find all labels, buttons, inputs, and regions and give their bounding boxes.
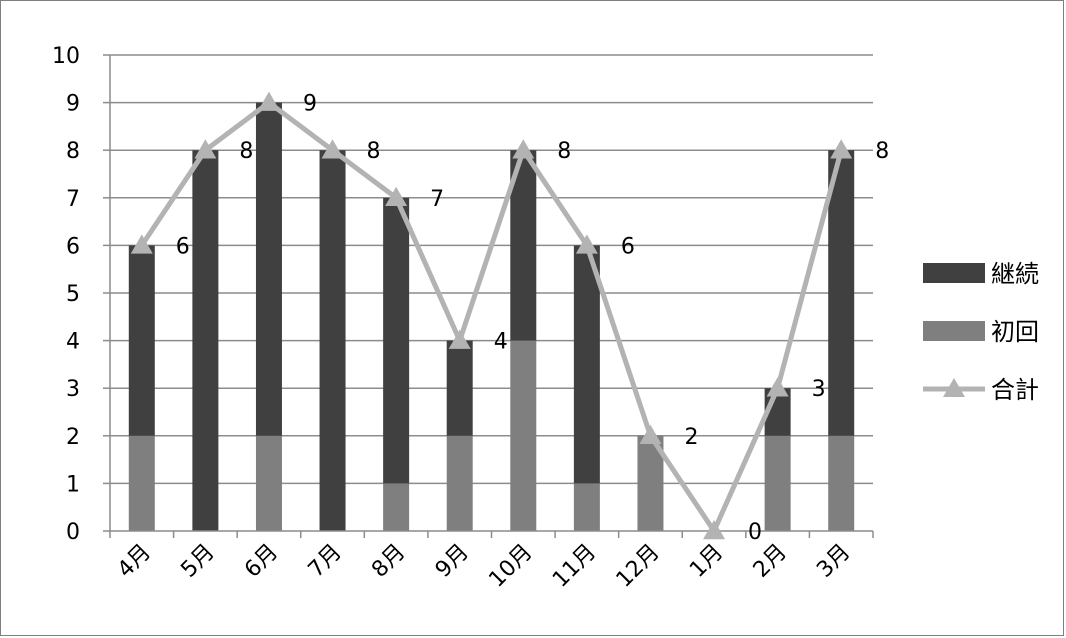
total-marker-11月 bbox=[575, 234, 598, 254]
total-marker-4月 bbox=[130, 234, 153, 254]
x-tick-label: 6月 bbox=[240, 540, 283, 583]
x-tick-label: 10月 bbox=[485, 540, 538, 593]
total-marker-10月 bbox=[512, 139, 535, 159]
y-tick-label: 7 bbox=[66, 187, 80, 212]
x-tick-label: 3月 bbox=[812, 540, 855, 583]
y-tick-label: 1 bbox=[66, 472, 80, 497]
bar-継続-9月 bbox=[446, 340, 473, 436]
data-label: 0 bbox=[748, 520, 762, 545]
bar-初回-4月 bbox=[128, 435, 155, 531]
data-label: 8 bbox=[875, 139, 889, 164]
bar-継続-8月 bbox=[383, 197, 410, 484]
y-tick-label: 9 bbox=[66, 92, 80, 117]
y-tick-label: 2 bbox=[66, 425, 80, 450]
x-tick-label: 4月 bbox=[113, 540, 156, 583]
y-tick-label: 0 bbox=[66, 520, 80, 545]
data-label: 8 bbox=[367, 139, 381, 164]
total-marker-1月 bbox=[703, 520, 726, 540]
bars bbox=[128, 102, 855, 531]
data-label: 3 bbox=[812, 377, 826, 402]
data-label: 8 bbox=[557, 139, 571, 164]
data-labels: 6 8 9 8 7 4 8 6 2 0 3 8 bbox=[176, 92, 889, 545]
bar-継続-4月 bbox=[128, 245, 155, 436]
total-line bbox=[130, 91, 853, 540]
legend-marker-合計 bbox=[943, 378, 965, 397]
legend-label: 初回 bbox=[991, 318, 1039, 346]
bar-継続-5月 bbox=[192, 150, 219, 531]
bar-初回-8月 bbox=[383, 483, 410, 531]
total-marker-9月 bbox=[448, 329, 471, 349]
x-tick-labels: 4月 5月 6月 7月 8月 9月 10月 11月 12月 1月 2月 3月 bbox=[113, 540, 856, 593]
total-marker-3月 bbox=[830, 139, 853, 159]
bar-継続-11月 bbox=[573, 245, 600, 484]
x-tick-label: 5月 bbox=[176, 540, 219, 583]
total-marker-8月 bbox=[385, 186, 408, 207]
bar-初回-3月 bbox=[828, 435, 855, 531]
bar-継続-7月 bbox=[319, 150, 346, 531]
y-tick-label: 5 bbox=[66, 282, 80, 307]
y-tick-label: 4 bbox=[66, 330, 80, 355]
data-label: 9 bbox=[303, 92, 317, 117]
bar-初回-10月 bbox=[510, 340, 537, 531]
total-marker-5月 bbox=[194, 139, 217, 159]
total-marker-2月 bbox=[766, 377, 789, 397]
x-tick-label: 1月 bbox=[685, 540, 728, 583]
legend-swatch-初回 bbox=[923, 321, 985, 341]
x-tick-label: 11月 bbox=[548, 540, 601, 593]
bar-初回-9月 bbox=[446, 435, 473, 531]
data-label: 8 bbox=[239, 139, 253, 164]
x-tick-label: 12月 bbox=[612, 540, 665, 593]
legend-label: 合計 bbox=[991, 376, 1039, 404]
x-tick-label: 9月 bbox=[431, 540, 474, 583]
bar-初回-2月 bbox=[764, 435, 791, 531]
y-tick-label: 3 bbox=[66, 377, 80, 402]
bar-継続-3月 bbox=[828, 150, 855, 436]
bar-初回-11月 bbox=[573, 483, 600, 531]
data-label: 2 bbox=[684, 425, 698, 450]
total-series-line bbox=[139, 100, 844, 534]
y-tick-label: 6 bbox=[66, 234, 80, 259]
y-tick-label: 8 bbox=[66, 139, 80, 164]
data-label: 6 bbox=[621, 234, 635, 259]
y-tick-label: 10 bbox=[52, 44, 80, 69]
bar-継続-6月 bbox=[255, 102, 282, 436]
data-label: 6 bbox=[176, 234, 190, 259]
y-tick-labels: 0 1 2 3 4 5 6 7 8 9 10 bbox=[52, 44, 80, 545]
x-tick-label: 2月 bbox=[749, 540, 792, 583]
x-tick-label: 7月 bbox=[304, 540, 347, 583]
axes bbox=[103, 54, 874, 538]
total-marker-6月 bbox=[257, 91, 280, 111]
total-marker-7月 bbox=[321, 139, 344, 159]
data-label: 7 bbox=[430, 187, 444, 212]
data-label: 4 bbox=[494, 330, 508, 355]
x-tick-label: 8月 bbox=[367, 540, 410, 583]
legend-swatch-継続 bbox=[923, 263, 985, 283]
legend-label: 継続 bbox=[991, 260, 1039, 288]
total-marker-12月 bbox=[639, 424, 662, 445]
gridlines bbox=[110, 54, 873, 485]
bar-初回-6月 bbox=[255, 435, 282, 531]
